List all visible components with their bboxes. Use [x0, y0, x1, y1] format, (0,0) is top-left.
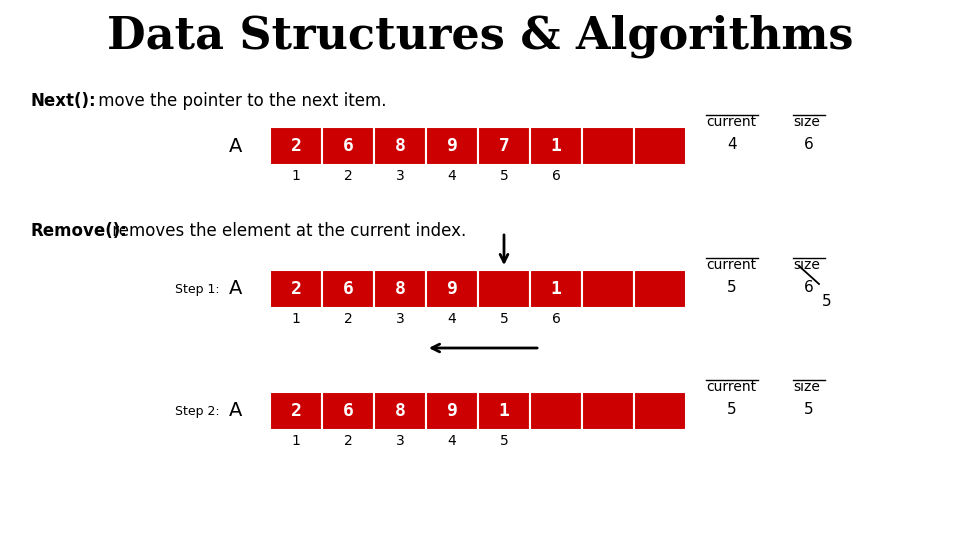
Bar	[270, 127, 322, 165]
Text: 2: 2	[344, 434, 352, 448]
Text: 9: 9	[446, 137, 457, 155]
Text: 2: 2	[291, 280, 301, 298]
Bar	[478, 392, 530, 430]
Text: size: size	[793, 380, 820, 394]
Bar	[322, 127, 374, 165]
Text: 4: 4	[727, 137, 737, 152]
Text: 4: 4	[447, 434, 456, 448]
Text: 1: 1	[292, 312, 300, 326]
Text: 5: 5	[499, 434, 509, 448]
Text: 6: 6	[552, 312, 561, 326]
Text: 8: 8	[395, 137, 405, 155]
Text: 6: 6	[804, 280, 814, 295]
Text: 6: 6	[804, 137, 814, 152]
Text: 6: 6	[343, 137, 353, 155]
Bar	[634, 127, 686, 165]
Bar	[582, 127, 634, 165]
Text: current: current	[706, 115, 756, 129]
Bar	[478, 270, 530, 308]
Text: 1: 1	[551, 280, 562, 298]
Bar	[322, 270, 374, 308]
Text: A: A	[228, 402, 242, 421]
Text: A: A	[228, 137, 242, 156]
Text: 2: 2	[291, 402, 301, 420]
Text: 3: 3	[396, 312, 404, 326]
Text: 5: 5	[727, 402, 737, 417]
Bar	[426, 392, 478, 430]
Text: 1: 1	[498, 402, 510, 420]
Text: 1: 1	[551, 137, 562, 155]
Bar	[270, 392, 322, 430]
Text: 2: 2	[291, 137, 301, 155]
Text: 4: 4	[447, 169, 456, 183]
Bar	[426, 270, 478, 308]
Text: Next():: Next():	[30, 92, 96, 110]
Text: 5: 5	[499, 312, 509, 326]
Bar	[374, 270, 426, 308]
Text: Step 2:: Step 2:	[175, 404, 220, 417]
Text: current: current	[706, 380, 756, 394]
Bar	[634, 270, 686, 308]
Text: 7: 7	[498, 137, 510, 155]
Text: removes the element at the current index.: removes the element at the current index…	[107, 222, 467, 240]
Text: 9: 9	[446, 402, 457, 420]
Text: move the pointer to the next item.: move the pointer to the next item.	[93, 92, 387, 110]
Bar	[426, 127, 478, 165]
Text: 5: 5	[804, 402, 814, 417]
Bar	[530, 392, 582, 430]
Text: 1: 1	[292, 169, 300, 183]
Text: 2: 2	[344, 169, 352, 183]
Bar	[582, 270, 634, 308]
Text: 5: 5	[727, 280, 737, 295]
Bar	[634, 392, 686, 430]
Bar	[374, 127, 426, 165]
Bar	[374, 392, 426, 430]
Text: 8: 8	[395, 402, 405, 420]
Text: 6: 6	[343, 280, 353, 298]
Bar	[530, 127, 582, 165]
Text: Step 1:: Step 1:	[175, 282, 220, 295]
Text: 6: 6	[552, 169, 561, 183]
Text: 3: 3	[396, 169, 404, 183]
Text: 9: 9	[446, 280, 457, 298]
Bar	[582, 392, 634, 430]
Text: 2: 2	[344, 312, 352, 326]
Text: Data Structures & Algorithms: Data Structures & Algorithms	[107, 15, 853, 58]
Text: 4: 4	[447, 312, 456, 326]
Text: size: size	[793, 258, 820, 272]
Text: current: current	[706, 258, 756, 272]
Bar	[478, 127, 530, 165]
Text: Remove():: Remove():	[30, 222, 127, 240]
Text: 5: 5	[499, 169, 509, 183]
Text: size: size	[793, 115, 820, 129]
Bar	[322, 392, 374, 430]
Bar	[270, 270, 322, 308]
Bar	[530, 270, 582, 308]
Text: 6: 6	[343, 402, 353, 420]
Text: 8: 8	[395, 280, 405, 298]
Text: A: A	[228, 280, 242, 299]
Text: 3: 3	[396, 434, 404, 448]
Text: 1: 1	[292, 434, 300, 448]
Text: 5: 5	[822, 294, 831, 309]
